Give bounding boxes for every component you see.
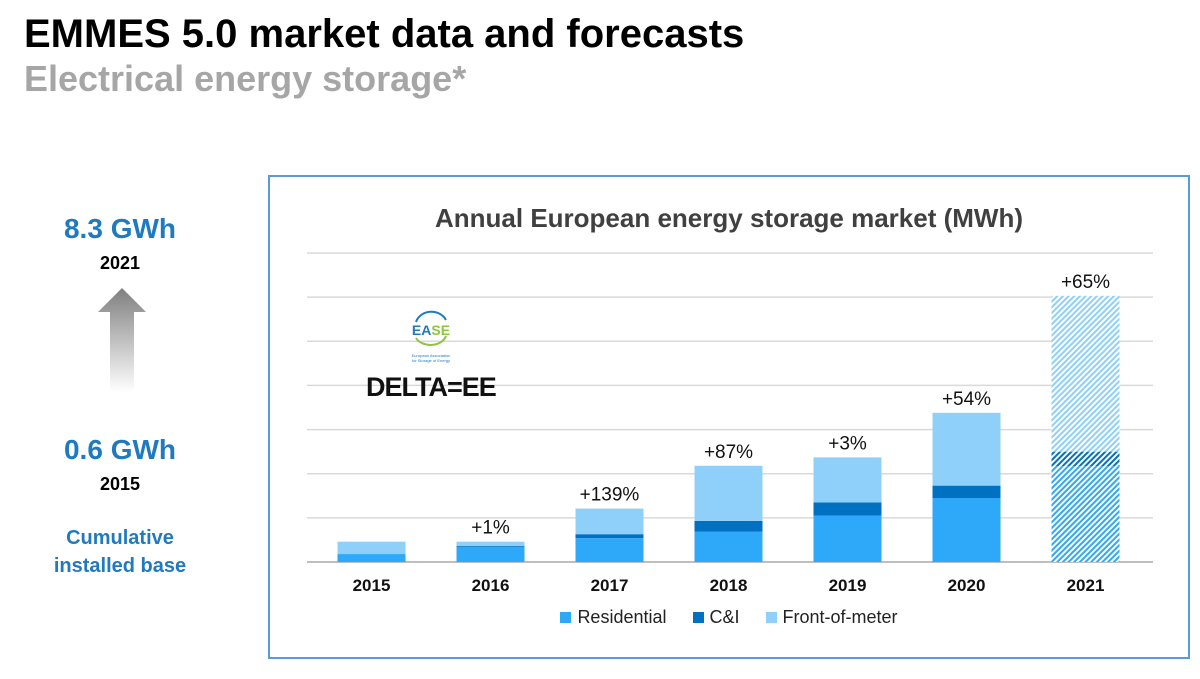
growth-label: +54%	[942, 389, 991, 410]
ease-logo: EASE European Association for Storage of …	[406, 308, 456, 363]
bar-residential-2015	[337, 554, 406, 562]
legend-item-front-of-meter: Front-of-meter	[765, 607, 898, 628]
x-tick-label: 2016	[472, 576, 510, 595]
x-tick-label: 2021	[1067, 576, 1105, 595]
x-tick-label: 2020	[948, 576, 986, 595]
legend-item-ci: C&I	[692, 607, 740, 628]
page-subtitle: Electrical energy storage*	[24, 58, 467, 99]
bar-front-of-meter-2018	[694, 465, 763, 521]
bar-c-i-2019	[813, 502, 882, 516]
legend-label: C&I	[709, 607, 740, 627]
chart-frame	[268, 175, 1190, 659]
legend-swatch	[560, 612, 572, 623]
bar-residential-2021	[1051, 466, 1120, 562]
cumulative-2015-value: 0.6 GWh	[63, 434, 176, 465]
ease-subtext: European Association for Storage of Energ…	[411, 353, 451, 363]
caption-line-1: Cumulative	[66, 527, 174, 549]
delta-ee-logo: DELTA=EE	[366, 372, 497, 402]
cumulative-2021-year: 2021	[99, 253, 141, 273]
up-arrow-icon	[98, 288, 146, 392]
legend-label: Residential	[577, 607, 667, 627]
bar-residential-2017	[575, 538, 644, 562]
growth-label: +1%	[471, 518, 510, 539]
legend-swatch	[692, 612, 704, 623]
cumulative-2015-year: 2015	[99, 474, 141, 494]
legend-label: Front-of-meter	[782, 607, 898, 627]
growth-label: +139%	[580, 485, 640, 506]
bar-front-of-meter-2017	[575, 508, 644, 535]
page-title: EMMES 5.0 market data and forecasts	[24, 12, 745, 56]
bar-residential-2018	[694, 531, 763, 562]
growth-label: +65%	[1061, 272, 1110, 293]
legend: Residential C&I Front-of-meter	[268, 607, 1190, 628]
growth-label: +3%	[828, 433, 867, 454]
bar-front-of-meter-2016	[456, 541, 525, 547]
svg-text:EASE: EASE	[412, 322, 450, 338]
bar-c-i-2017	[575, 534, 644, 539]
x-tick-label: 2017	[591, 576, 629, 595]
legend-item-residential: Residential	[560, 607, 667, 628]
legend-swatch	[765, 612, 777, 623]
bar-front-of-meter-2015	[337, 541, 406, 555]
bar-residential-2020	[932, 497, 1001, 562]
bar-front-of-meter-2019	[813, 457, 882, 503]
ease-logo-icon: EASE	[412, 310, 450, 346]
growth-label: +87%	[704, 442, 753, 463]
bar-c-i-2021	[1051, 451, 1120, 467]
bar-residential-2019	[813, 515, 882, 562]
bar-c-i-2020	[932, 485, 1001, 498]
x-tick-label: 2019	[829, 576, 867, 595]
cumulative-2021-value: 8.3 GWh	[63, 213, 176, 244]
caption-line-2: installed base	[53, 555, 187, 577]
bar-c-i-2016	[456, 546, 525, 547]
x-tick-label: 2018	[710, 576, 748, 595]
x-tick-label: 2015	[353, 576, 391, 595]
bar-c-i-2018	[694, 520, 763, 532]
chart-title: Annual European energy storage market (M…	[435, 203, 1023, 233]
bar-residential-2016	[456, 546, 525, 562]
cumulative-caption: Cumulative installed base	[30, 524, 210, 580]
bar-front-of-meter-2021	[1051, 295, 1120, 452]
bar-front-of-meter-2020	[932, 412, 1001, 486]
